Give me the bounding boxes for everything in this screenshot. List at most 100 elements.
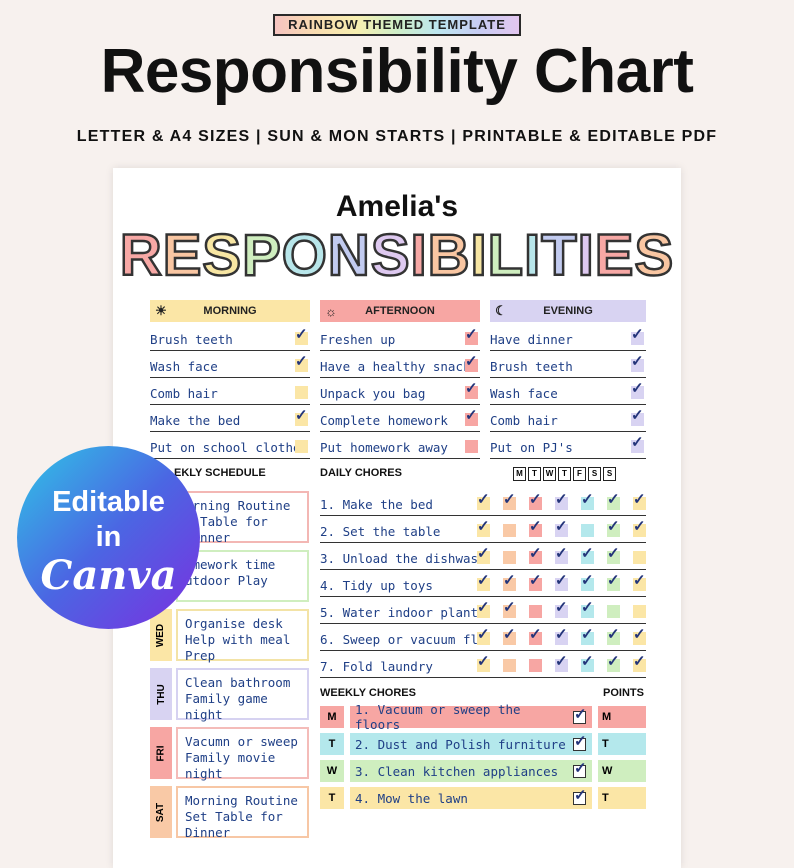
task-checkbox[interactable] — [465, 440, 478, 453]
task-checkbox[interactable]: ✓ — [631, 354, 644, 372]
evening-task: Put on PJ's — [490, 440, 573, 455]
daily-checkbox[interactable]: ✓ — [503, 600, 516, 618]
task-checkbox[interactable]: ✓ — [631, 408, 644, 426]
check-icon: ✓ — [555, 491, 568, 508]
daily-checkbox[interactable]: ✓ — [477, 492, 490, 510]
weekday-letter: T — [528, 467, 541, 481]
weekly-chore-task: 2. Dust and Polish furniture — [355, 736, 566, 752]
daily-checkbox[interactable]: ✓ — [607, 519, 620, 537]
daily-checkbox[interactable]: ✓ — [555, 519, 568, 537]
daily-checkbox[interactable]: ✓ — [607, 627, 620, 645]
task-checkbox[interactable]: ✓ — [631, 327, 644, 345]
evening-task: Brush teeth — [490, 359, 573, 374]
task-checkbox[interactable]: ✓ — [465, 354, 478, 372]
daily-checkbox[interactable]: ✓ — [477, 546, 490, 564]
check-icon: ✓ — [503, 599, 516, 616]
schedule-day-box: Clean bathroom Family game night — [176, 668, 309, 722]
schedule-day-box: Morning Routine Set Table for Dinner — [176, 786, 309, 840]
daily-checkbox[interactable] — [503, 659, 516, 672]
daily-checkbox[interactable]: ✓ — [607, 573, 620, 591]
daily-checkbox[interactable]: ✓ — [555, 546, 568, 564]
daily-checkbox[interactable]: ✓ — [555, 573, 568, 591]
daily-checkbox[interactable] — [607, 605, 620, 618]
daily-checkbox[interactable]: ✓ — [529, 519, 542, 537]
morning-task: Make the bed — [150, 413, 241, 428]
daily-checkbox[interactable]: ✓ — [477, 519, 490, 537]
daily-checkbox[interactable]: ✓ — [633, 573, 646, 591]
daily-chores-label: DAILY CHORES — [320, 467, 402, 479]
daily-checkbox[interactable]: ✓ — [555, 654, 568, 672]
heading-letter: L — [486, 222, 525, 290]
daily-checkbox[interactable]: ✓ — [503, 492, 516, 510]
task-checkbox[interactable]: ✓ — [631, 381, 644, 399]
daily-checkbox[interactable]: ✓ — [555, 600, 568, 618]
daily-checkbox[interactable]: ✓ — [607, 654, 620, 672]
check-icon: ✓ — [607, 491, 620, 508]
check-icon: ✓ — [607, 518, 620, 535]
task-checkbox[interactable]: ✓ — [465, 408, 478, 426]
daily-checkbox[interactable] — [633, 551, 646, 564]
daily-checkbox[interactable] — [529, 659, 542, 672]
check-icon: ✓ — [574, 759, 587, 777]
daily-checkbox[interactable]: ✓ — [581, 654, 594, 672]
task-checkbox[interactable]: ✓ — [465, 381, 478, 399]
task-checkbox[interactable]: ✓ — [465, 327, 478, 345]
check-icon: ✓ — [555, 572, 568, 589]
daily-checkbox[interactable]: ✓ — [581, 573, 594, 591]
task-checkbox[interactable]: ✓ — [295, 408, 308, 426]
daily-checkbox[interactable]: ✓ — [607, 546, 620, 564]
task-checkbox[interactable]: ✓ — [295, 354, 308, 372]
afternoon-task: Put homework away — [320, 440, 448, 455]
weekly-chore-points: T — [598, 733, 646, 755]
daily-checkbox[interactable]: ✓ — [477, 600, 490, 618]
weekly-checkbox[interactable]: ✓ — [573, 734, 587, 751]
daily-checkbox-group: ✓ ✓ ✓ ✓ ✓ — [477, 654, 646, 677]
task-checkbox[interactable] — [295, 440, 308, 453]
daily-checkbox[interactable]: ✓ — [581, 627, 594, 645]
daily-checkbox[interactable]: ✓ — [633, 492, 646, 510]
daily-checkbox[interactable]: ✓ — [581, 546, 594, 564]
daily-checkbox[interactable] — [503, 551, 516, 564]
daily-checkbox[interactable] — [633, 605, 646, 618]
daily-checkbox[interactable]: ✓ — [503, 573, 516, 591]
weekly-chores-label: WEEKLY CHORES — [320, 687, 416, 699]
daily-checkbox[interactable]: ✓ — [529, 546, 542, 564]
daily-checkbox[interactable]: ✓ — [555, 492, 568, 510]
weekly-chore-task: 1. Vacuum or sweep the floors — [355, 702, 521, 732]
daily-checkbox[interactable]: ✓ — [581, 600, 594, 618]
weekly-checkbox[interactable]: ✓ — [573, 788, 587, 805]
daily-checkbox[interactable]: ✓ — [503, 627, 516, 645]
daily-checkbox[interactable]: ✓ — [555, 627, 568, 645]
weekly-checkbox[interactable]: ✓ — [573, 707, 587, 724]
daily-checkbox[interactable] — [529, 605, 542, 618]
daily-chore-task: 4. Tidy up toys — [320, 578, 433, 593]
heading-letter: B — [426, 222, 471, 290]
daily-chore-row: 5. Water indoor plants ✓ ✓ ✓ ✓ — [320, 596, 646, 624]
daily-checkbox[interactable]: ✓ — [633, 654, 646, 672]
daily-checkbox[interactable]: ✓ — [581, 492, 594, 510]
task-checkbox[interactable]: ✓ — [295, 327, 308, 345]
task-checkbox[interactable]: ✓ — [631, 435, 644, 453]
daily-checkbox[interactable]: ✓ — [477, 654, 490, 672]
daily-checkbox[interactable]: ✓ — [529, 573, 542, 591]
daily-chore-task: 5. Water indoor plants — [320, 605, 477, 620]
daily-checkbox[interactable]: ✓ — [607, 492, 620, 510]
daily-checkbox[interactable]: ✓ — [633, 519, 646, 537]
schedule-line-2: Help with meal Prep — [185, 632, 291, 663]
schedule-day-box: Organise desk Help with meal Prep — [176, 609, 309, 663]
daily-checkbox[interactable] — [581, 524, 594, 537]
daily-checkbox[interactable]: ✓ — [529, 627, 542, 645]
check-icon: ✓ — [555, 599, 568, 616]
schedule-line-1: Clean bathroom — [185, 675, 291, 690]
weekly-checkbox[interactable]: ✓ — [573, 761, 587, 778]
afternoon-task-row: Freshen up ✓ — [320, 323, 480, 351]
daily-checkbox[interactable]: ✓ — [477, 627, 490, 645]
task-checkbox[interactable] — [295, 386, 308, 399]
daily-checkbox[interactable]: ✓ — [633, 627, 646, 645]
daily-checkbox[interactable] — [503, 524, 516, 537]
weekday-letter: W — [543, 467, 556, 481]
daily-checkbox-group: ✓ ✓ ✓ ✓ ✓ — [477, 546, 646, 569]
daily-checkbox[interactable]: ✓ — [529, 492, 542, 510]
daily-checkbox[interactable]: ✓ — [477, 573, 490, 591]
